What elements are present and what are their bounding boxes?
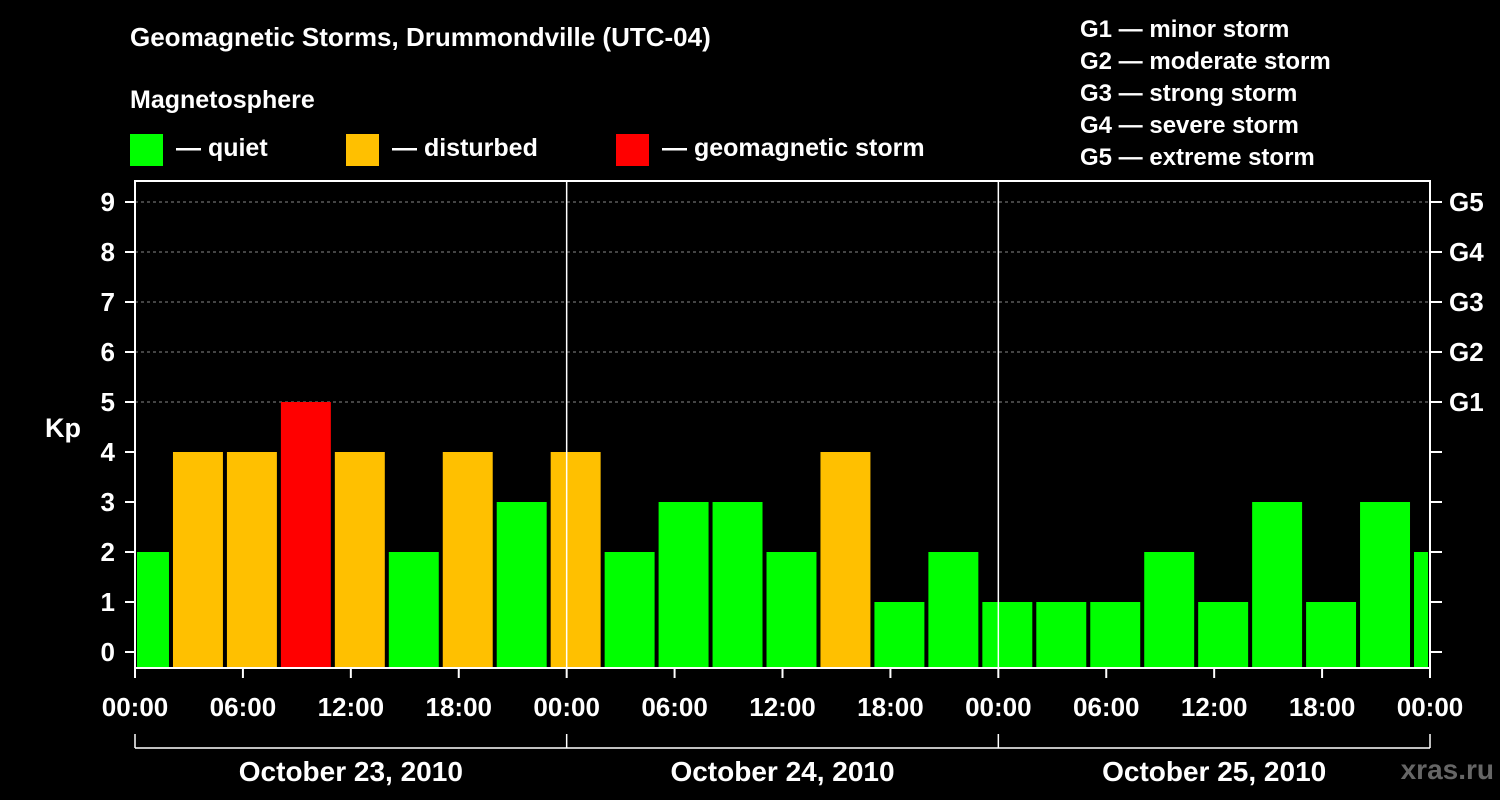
x-tick-label: 06:00 <box>210 692 277 722</box>
x-tick-label: 12:00 <box>1181 692 1248 722</box>
kp-bar <box>604 552 655 668</box>
y-tick-label: 2 <box>101 537 115 567</box>
g-scale-legend: G1 — minor storm G2 — moderate storm G3 … <box>1080 14 1331 174</box>
g-level-label: G3 <box>1449 287 1484 317</box>
day-label: October 23, 2010 <box>239 756 463 787</box>
g-level-label: G4 <box>1449 237 1484 267</box>
x-tick-label: 00:00 <box>102 692 169 722</box>
g-scale-item: G5 — extreme storm <box>1080 144 1315 171</box>
kp-bar <box>766 552 817 668</box>
x-tick-label: 18:00 <box>1289 692 1356 722</box>
x-tick-label: 06:00 <box>641 692 708 722</box>
kp-bar <box>1360 502 1411 668</box>
legend-label-disturbed: — disturbed <box>392 134 538 162</box>
kp-bar <box>496 502 547 668</box>
legend-label-quiet: — quiet <box>176 134 268 162</box>
y-tick-label: 5 <box>101 387 115 417</box>
kp-bar <box>137 552 169 668</box>
x-tick-label: 00:00 <box>533 692 600 722</box>
kp-bar <box>658 502 709 668</box>
legend-swatch-storm <box>616 134 649 166</box>
x-tick-label: 06:00 <box>1073 692 1140 722</box>
y-tick-label: 8 <box>101 237 115 267</box>
kp-bar <box>172 452 223 668</box>
kp-bar <box>550 452 601 668</box>
kp-bar <box>226 452 277 668</box>
g-scale-item: G1 — minor storm <box>1080 16 1290 43</box>
y-tick-label: 9 <box>101 187 115 217</box>
kp-bar <box>982 602 1033 668</box>
y-tick-label: 4 <box>101 437 116 467</box>
kp-bar <box>334 452 385 668</box>
watermark: xras.ru <box>1400 754 1494 785</box>
x-tick-label: 00:00 <box>1397 692 1464 722</box>
y-tick-label: 3 <box>101 487 115 517</box>
kp-bar <box>1090 602 1141 668</box>
x-tick-label: 12:00 <box>318 692 385 722</box>
g-level-label: G1 <box>1449 387 1484 417</box>
kp-bar <box>442 452 493 668</box>
g-scale-item: G4 — severe storm <box>1080 112 1299 139</box>
y-axis-label: Kp <box>45 413 81 443</box>
g-scale-item: G2 — moderate storm <box>1080 48 1331 75</box>
x-tick-label: 12:00 <box>749 692 816 722</box>
kp-bar <box>874 602 925 668</box>
x-tick-label: 00:00 <box>965 692 1032 722</box>
chart-title: Geomagnetic Storms, Drummondville (UTC-0… <box>130 22 711 52</box>
g-level-label: G2 <box>1449 337 1484 367</box>
legend-swatch-disturbed <box>346 134 379 166</box>
kp-bar <box>712 502 763 668</box>
y-tick-label: 7 <box>101 287 115 317</box>
kp-bar <box>280 402 331 668</box>
y-tick-label: 1 <box>101 587 115 617</box>
x-tick-label: 18:00 <box>426 692 493 722</box>
legend-label-storm: — geomagnetic storm <box>662 134 925 162</box>
y-tick-label: 0 <box>101 637 115 667</box>
kp-bar <box>1198 602 1249 668</box>
kp-bar <box>1414 552 1428 668</box>
g-scale-item: G3 — strong storm <box>1080 80 1298 107</box>
kp-bar <box>1144 552 1195 668</box>
day-label: October 25, 2010 <box>1102 756 1326 787</box>
legend-heading: Magnetosphere <box>130 86 315 114</box>
x-tick-label: 18:00 <box>857 692 924 722</box>
kp-bar <box>1036 602 1087 668</box>
kp-bar <box>1306 602 1357 668</box>
y-tick-label: 6 <box>101 337 115 367</box>
g-level-label: G5 <box>1449 187 1484 217</box>
day-label: October 24, 2010 <box>670 756 894 787</box>
kp-bar <box>1252 502 1303 668</box>
legend-swatch-quiet <box>130 134 163 166</box>
kp-bar <box>820 452 871 668</box>
kp-bar <box>928 552 979 668</box>
kp-bar <box>388 552 439 668</box>
